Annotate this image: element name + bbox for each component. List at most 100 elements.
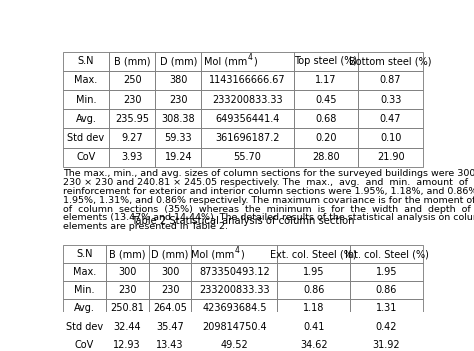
Bar xyxy=(358,52,423,71)
Text: 250: 250 xyxy=(123,75,141,85)
Bar xyxy=(63,318,106,336)
Text: ): ) xyxy=(253,56,257,66)
Bar xyxy=(277,336,350,351)
Text: elements are presented in Table 2.: elements are presented in Table 2. xyxy=(63,223,228,231)
Text: 300: 300 xyxy=(161,267,179,277)
Text: D (mm): D (mm) xyxy=(151,249,189,259)
Text: 59.33: 59.33 xyxy=(164,133,192,143)
Text: 0.10: 0.10 xyxy=(380,133,401,143)
Bar xyxy=(109,147,155,167)
Bar xyxy=(149,281,191,299)
Bar xyxy=(149,245,191,263)
Text: 230: 230 xyxy=(161,285,179,295)
Bar xyxy=(63,109,109,128)
Text: 19.24: 19.24 xyxy=(164,152,192,162)
Bar xyxy=(149,336,191,351)
Text: 0.86: 0.86 xyxy=(303,285,324,295)
Bar xyxy=(277,245,350,263)
Bar xyxy=(277,281,350,299)
Text: 308.38: 308.38 xyxy=(162,114,195,124)
Text: 1.18: 1.18 xyxy=(303,304,324,313)
Bar xyxy=(106,263,149,281)
Text: 28.80: 28.80 xyxy=(312,152,340,162)
Text: D (mm): D (mm) xyxy=(160,56,197,66)
Bar xyxy=(106,318,149,336)
Bar xyxy=(201,128,294,147)
Bar xyxy=(149,318,191,336)
Bar xyxy=(358,147,423,167)
Text: 423693684.5: 423693684.5 xyxy=(202,304,266,313)
Bar xyxy=(277,318,350,336)
Bar xyxy=(294,52,358,71)
Text: Avg.: Avg. xyxy=(75,114,96,124)
Text: S.N: S.N xyxy=(78,56,94,66)
Bar xyxy=(350,263,423,281)
Text: Std dev: Std dev xyxy=(66,322,103,332)
Bar xyxy=(63,336,106,351)
Text: MoI (mm: MoI (mm xyxy=(191,249,234,259)
Text: S.N: S.N xyxy=(76,249,92,259)
Text: Min.: Min. xyxy=(76,94,96,105)
Text: 361696187.2: 361696187.2 xyxy=(215,133,280,143)
Text: 21.90: 21.90 xyxy=(377,152,404,162)
Bar xyxy=(358,71,423,90)
Bar xyxy=(63,245,106,263)
Text: 1.95%, 1.31%, and 0.86% respectively. The maximum covariance is for the moment o: 1.95%, 1.31%, and 0.86% respectively. Th… xyxy=(63,196,474,205)
Text: 233200833.33: 233200833.33 xyxy=(212,94,283,105)
Text: 873350493.12: 873350493.12 xyxy=(199,267,270,277)
Bar xyxy=(350,318,423,336)
Text: 1.95: 1.95 xyxy=(303,267,324,277)
Text: MoI (mm: MoI (mm xyxy=(204,56,247,66)
Bar xyxy=(358,109,423,128)
Text: 1143166666.67: 1143166666.67 xyxy=(209,75,286,85)
Text: Avg.: Avg. xyxy=(74,304,95,313)
Bar xyxy=(350,336,423,351)
Text: reinforcement for exterior and interior column sections were 1.95%, 1.18%, and 0: reinforcement for exterior and interior … xyxy=(63,187,474,196)
Text: 300: 300 xyxy=(118,267,137,277)
Text: 55.70: 55.70 xyxy=(234,152,262,162)
Text: 235.95: 235.95 xyxy=(115,114,149,124)
Text: 264.05: 264.05 xyxy=(153,304,187,313)
Bar xyxy=(294,90,358,109)
Bar xyxy=(201,147,294,167)
Text: 230: 230 xyxy=(123,94,141,105)
Text: Int. col. Steel (%): Int. col. Steel (%) xyxy=(345,249,428,259)
Text: 230 × 230 and 240.81 × 245.05 respectively. The  max.,  avg.  and  min.  amount : 230 × 230 and 240.81 × 245.05 respective… xyxy=(63,178,468,187)
Text: 4: 4 xyxy=(248,53,253,62)
Bar xyxy=(155,128,201,147)
Bar xyxy=(106,336,149,351)
Bar xyxy=(109,109,155,128)
Bar xyxy=(63,147,109,167)
Bar xyxy=(294,147,358,167)
Text: Bottom steel (%): Bottom steel (%) xyxy=(349,56,432,66)
Text: 12.93: 12.93 xyxy=(113,340,141,350)
Text: 3.93: 3.93 xyxy=(121,152,143,162)
Bar xyxy=(63,52,109,71)
Text: 0.86: 0.86 xyxy=(376,285,397,295)
Text: 0.68: 0.68 xyxy=(315,114,337,124)
Bar xyxy=(63,128,109,147)
Text: B (mm): B (mm) xyxy=(114,56,150,66)
Bar xyxy=(109,52,155,71)
Text: 13.43: 13.43 xyxy=(156,340,184,350)
Bar xyxy=(350,299,423,318)
Bar xyxy=(109,128,155,147)
Text: 1.17: 1.17 xyxy=(315,75,337,85)
Bar xyxy=(155,71,201,90)
Bar xyxy=(201,52,294,71)
Bar xyxy=(109,71,155,90)
Text: B (mm): B (mm) xyxy=(109,249,146,259)
Bar xyxy=(350,245,423,263)
Text: 31.92: 31.92 xyxy=(373,340,401,350)
Text: 9.27: 9.27 xyxy=(121,133,143,143)
Bar xyxy=(63,263,106,281)
Text: CoV: CoV xyxy=(75,340,94,350)
Bar xyxy=(106,245,149,263)
Bar xyxy=(191,281,277,299)
Text: 49.52: 49.52 xyxy=(220,340,248,350)
Text: 35.47: 35.47 xyxy=(156,322,184,332)
Text: 0.20: 0.20 xyxy=(315,133,337,143)
Bar xyxy=(63,299,106,318)
Text: 1.95: 1.95 xyxy=(376,267,397,277)
Text: 0.87: 0.87 xyxy=(380,75,401,85)
